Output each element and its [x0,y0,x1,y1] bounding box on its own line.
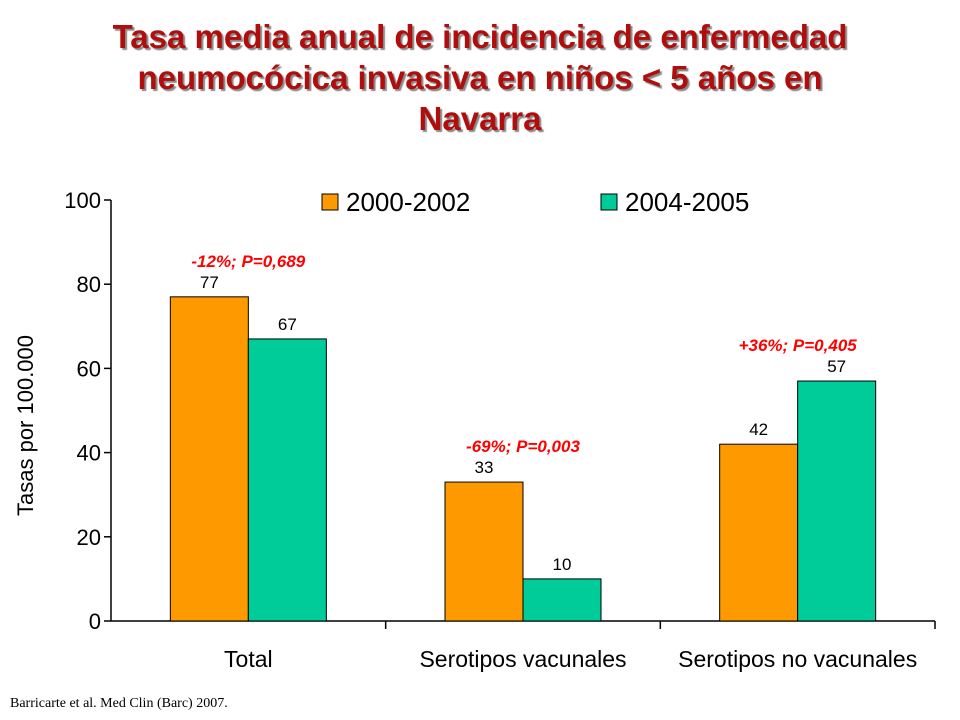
chart-title-line: Navarra [418,100,542,137]
bar [719,443,799,622]
data-label: 33 [475,458,494,477]
x-category-label: Total [224,646,273,672]
data-label: 77 [200,273,219,292]
chart-title-line: neumocócica invasiva en niños < 5 años e… [137,59,823,96]
change-annotation: +36%; P=0,405 [739,336,858,355]
chart-title: Tasa media anual de incidencia de enferm… [40,16,920,139]
bars [169,296,877,622]
bar [169,296,249,622]
data-label: 57 [827,357,846,376]
data-label: 42 [749,420,768,439]
bar [247,338,327,622]
bar [444,481,524,622]
data-label: 67 [278,315,297,334]
legend: 2000-2002 2004-2005 [321,187,749,217]
x-category-label: Serotipos no vacunales [678,646,917,672]
y-tick-label: 80 [77,272,101,297]
y-tick-label: 0 [89,609,101,634]
labels: Total 77 67 -12%; P=0,689 Serotipos vacunale… [191,252,917,672]
y-tick-label: 40 [77,441,101,466]
y-tick-label: 20 [77,525,101,550]
bar [797,380,877,622]
y-axis-label: Tasas por 100.000 [13,335,38,516]
source-citation: Barricarte et al. Med Clin (Barc) 2007. [10,696,228,711]
y-tick-label: 100 [64,188,101,213]
x-category-label: Serotipos vacunales [419,646,626,672]
legend-swatch [321,193,339,211]
chart-title-line: Tasa media anual de incidencia de enferm… [112,18,848,55]
change-annotation: -12%; P=0,689 [191,252,305,271]
bar [522,578,602,622]
legend-entry: 2004-2005 [625,187,749,217]
y-axis-label-container: Tasas por 100.000 [13,335,38,516]
y-tick-label: 60 [77,356,101,381]
change-annotation: -69%; P=0,003 [466,437,580,456]
data-label: 10 [553,555,572,574]
legend-swatch [600,193,618,211]
legend-entry: 2000-2002 [346,187,470,217]
